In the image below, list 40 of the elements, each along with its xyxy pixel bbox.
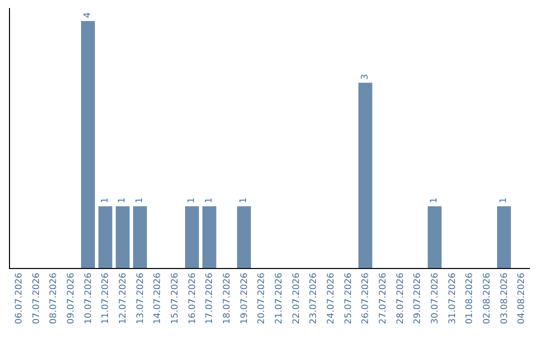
x-tick-label: 03.08.2026 (500, 272, 510, 324)
data-label: 1 (118, 198, 128, 204)
data-label: 1 (187, 198, 197, 204)
data-label: 1 (100, 198, 110, 204)
x-tick-label: 02.08.2026 (482, 272, 493, 324)
data-label: 1 (239, 198, 249, 204)
x-tick-label: 22.07.2026 (292, 272, 302, 324)
x-tick-label: 19.07.2026 (240, 272, 250, 324)
data-label: 1 (204, 198, 214, 204)
x-tick-label: 21.07.2026 (274, 272, 285, 324)
data-label: 1 (135, 198, 145, 204)
x-tick-label: 17.07.2026 (205, 272, 216, 324)
x-tick-label: 08.07.2026 (49, 272, 60, 324)
data-label: 3 (360, 74, 370, 80)
x-tick-label: 23.07.2026 (309, 272, 320, 324)
x-tick-label: 31.07.2026 (448, 272, 458, 324)
x-tick-label: 01.08.2026 (465, 272, 476, 324)
x-tick-label: 04.08.2026 (517, 272, 528, 324)
data-label: 1 (430, 198, 440, 204)
x-tick-label: 28.07.2026 (396, 272, 406, 324)
x-tick-label: 30.07.2026 (430, 272, 441, 324)
data-label: 4 (83, 12, 93, 18)
x-tick-label: 26.07.2026 (361, 272, 372, 324)
x-tick-label: 10.07.2026 (84, 272, 94, 324)
x-tick-label: 12.07.2026 (118, 272, 129, 324)
x-tick-label: 09.07.2026 (66, 272, 77, 324)
x-tick-label: 25.07.2026 (344, 272, 354, 324)
x-tick-label: 11.07.2026 (101, 272, 112, 324)
x-tick-label: 18.07.2026 (222, 272, 233, 324)
x-tick-label: 24.07.2026 (326, 272, 337, 324)
x-tick-label: 27.07.2026 (378, 272, 389, 324)
x-tick-label: 29.07.2026 (413, 272, 424, 324)
x-tick-label: 20.07.2026 (257, 272, 268, 324)
data-label: 1 (499, 198, 509, 204)
x-tick-label: 15.07.2026 (170, 272, 181, 324)
x-tick-label: 14.07.2026 (153, 272, 164, 324)
x-tick-label: 06.07.2026 (14, 272, 25, 324)
x-tick-label: 13.07.2026 (136, 272, 146, 324)
x-tick-label: 07.07.2026 (32, 272, 42, 324)
x-tick-label: 16.07.2026 (188, 272, 198, 324)
